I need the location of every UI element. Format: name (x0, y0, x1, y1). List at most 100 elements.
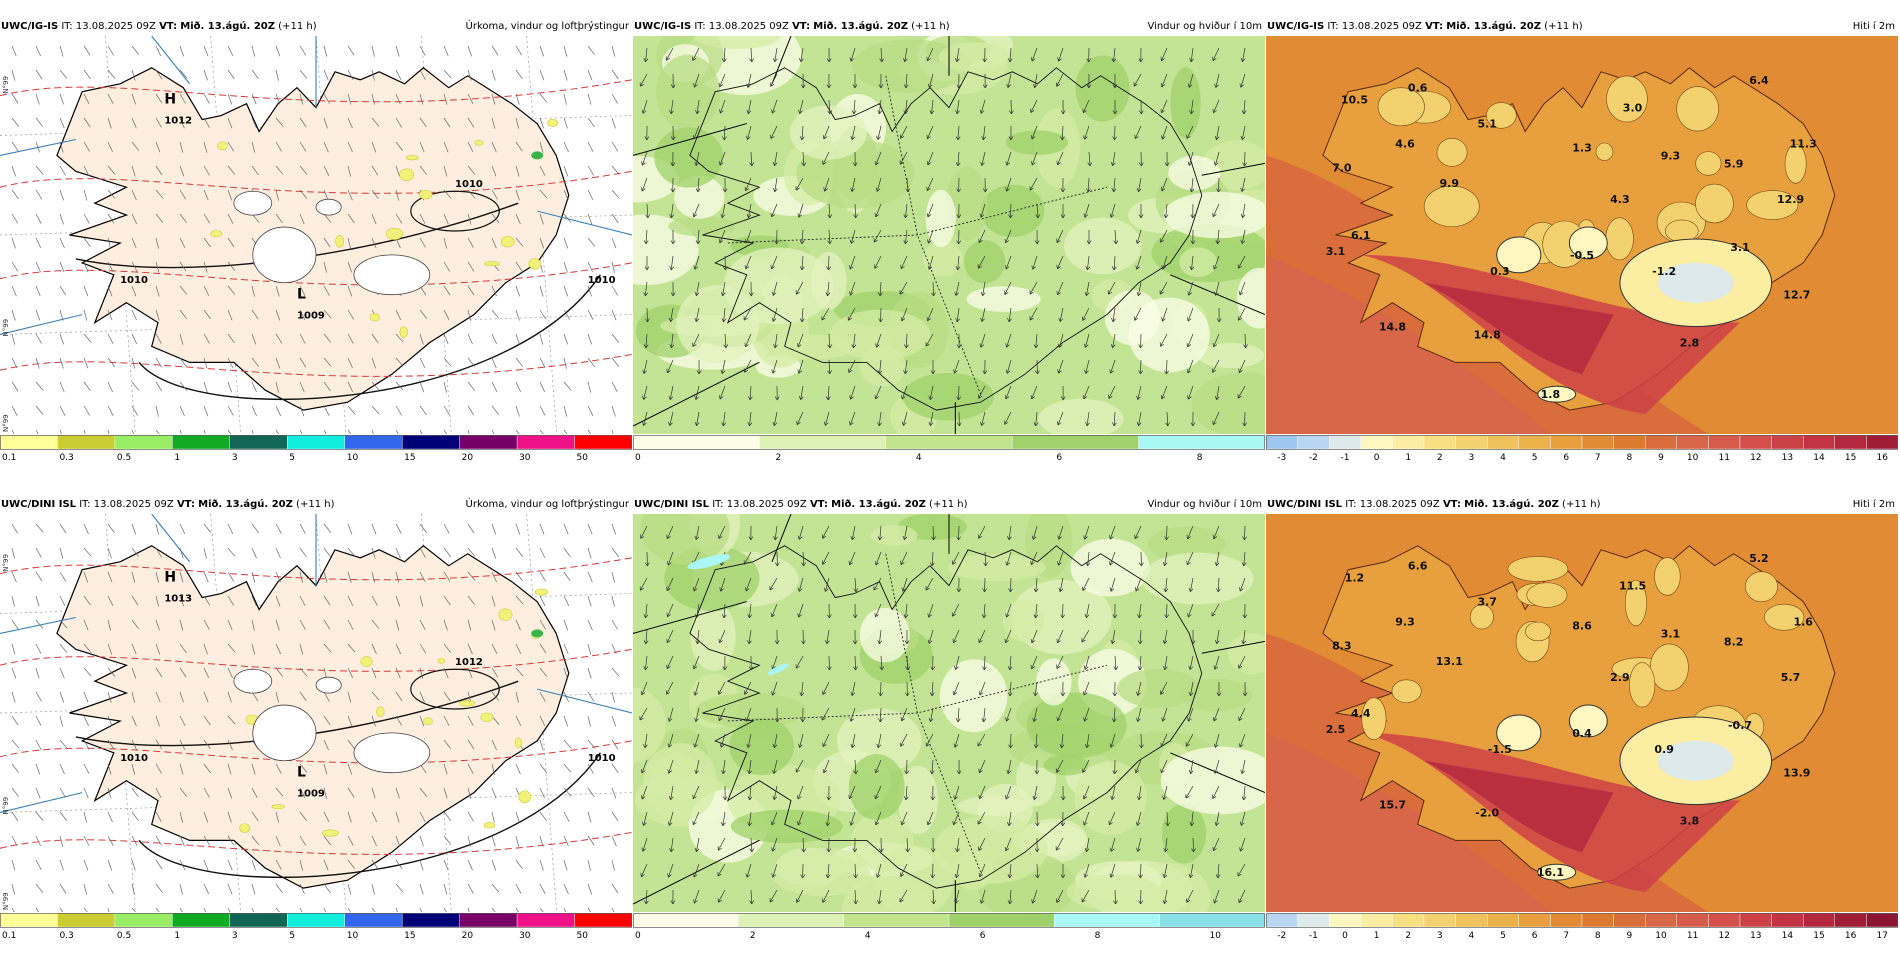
colorbar-tick-label: 6 (1056, 453, 1062, 463)
precip-area (519, 791, 531, 803)
highland-area (1745, 572, 1777, 602)
precip-area (501, 236, 514, 247)
colorbar-tick-label: 0.3 (59, 931, 73, 941)
colorbar-tick-label: 14 (1782, 931, 1794, 941)
colorbar-swatch (1835, 913, 1867, 927)
pressure-label: 1012 (455, 657, 483, 668)
colorbar-tick-label: 11 (1718, 453, 1729, 463)
precip-area (336, 235, 344, 247)
temperature-label: 11.3 (1790, 137, 1817, 150)
colorbar-swatch (287, 913, 344, 927)
colorbar-swatch (1456, 913, 1488, 927)
colorbar-tick-label: 0.3 (59, 453, 73, 463)
panel-header: UWC/DINI ISL IT: 13.08.2025 09Z VT: Mið.… (0, 496, 632, 514)
wind-speed-area (676, 285, 759, 363)
colorbar-tick-label: 12 (1718, 931, 1729, 941)
colorbar-swatch (1329, 435, 1361, 449)
temperature-label: 1.3 (1572, 141, 1592, 154)
precip-area (423, 718, 432, 725)
highland-area (1437, 138, 1467, 166)
colorbar-tick-label: 0 (635, 453, 641, 463)
precip-area (322, 830, 339, 836)
wind-map-canvas (633, 514, 1265, 912)
panel-title: Hiti í 2m (1853, 496, 1895, 514)
colorbar-tick-label: 20 (462, 453, 474, 463)
valid-time: Mið. 13.ágú. 20Z (1446, 21, 1541, 32)
colorbar-tick-label: 8 (1627, 453, 1633, 463)
colorbar-swatch (460, 913, 517, 927)
highland-area (1424, 186, 1479, 227)
temp-map-canvas: 1.26.65.28.39.33.711.51.68.63.18.213.12.… (1266, 514, 1898, 912)
colorbar-swatch (0, 913, 57, 927)
temperature-label: 3.7 (1477, 596, 1497, 609)
precip-area (484, 822, 495, 828)
wind-speed-area (773, 855, 871, 896)
colorbar-swatch (1677, 435, 1709, 449)
temperature-label: -0.5 (1570, 249, 1594, 262)
precip-area (531, 151, 543, 159)
wind-speed-area (1067, 874, 1161, 910)
colorbar-swatch (1772, 435, 1804, 449)
precip-area (475, 140, 483, 145)
colorbar-swatch (460, 435, 517, 449)
wind-map-canvas (633, 36, 1265, 434)
temperature-label: 8.6 (1572, 619, 1592, 632)
pressure-label: L (297, 765, 306, 781)
colorbar-swatch (1740, 913, 1772, 927)
colorbar-tick-label: 3 (232, 931, 238, 941)
colorbar-swatch (1772, 913, 1804, 927)
panel-header: UWC/IG-IS IT: 13.08.2025 09Z VT: Mið. 13… (633, 18, 1265, 36)
colorbar-swatch (1519, 913, 1551, 927)
colorbar-tick-label: 30 (519, 931, 531, 941)
temperature-label: 3.0 (1623, 102, 1643, 115)
run-time: IT: 13.08.2025 09Z (79, 499, 174, 510)
panel-header: UWC/DINI ISL IT: 13.08.2025 09Z VT: Mið.… (1266, 496, 1898, 514)
colorbar-tick-label: 2 (775, 453, 781, 463)
lat-label: N°99 (2, 892, 10, 910)
precip-area (211, 230, 222, 236)
wind-map[interactable] (633, 514, 1265, 912)
precip-area (515, 738, 521, 748)
colorbar-swatch (1866, 913, 1898, 927)
wind-speed-area (654, 127, 723, 187)
colorbar-tick-label: 8 (1095, 931, 1101, 941)
colorbar-swatch (115, 913, 172, 927)
panel-header: UWC/DINI ISL IT: 13.08.2025 09Z VT: Mið.… (633, 496, 1265, 514)
colorbar-swatch (1708, 913, 1740, 927)
wind-speed-area (851, 811, 914, 871)
colorbar-swatch (575, 435, 632, 449)
colorbar-tick-label: 10 (347, 931, 359, 941)
wind-speed-area (1027, 693, 1127, 759)
colorbar-tick-label: 1 (174, 453, 180, 463)
run-time: IT: 13.08.2025 09Z (1327, 21, 1422, 32)
colorbar-swatch (345, 435, 402, 449)
temperature-label: 13.9 (1783, 767, 1810, 780)
wind-map[interactable] (633, 36, 1265, 434)
colorbar-swatch (1487, 435, 1519, 449)
colorbar-swatch (759, 435, 885, 449)
colorbar-tick-label: 3 (232, 453, 238, 463)
colorbar-tick-label: 30 (519, 453, 531, 463)
colorbar-swatch (517, 435, 574, 449)
valid-time: Mið. 13.ágú. 20Z (813, 21, 908, 32)
lat-label: N°99 (2, 554, 10, 572)
temperature-label: 15.7 (1379, 799, 1406, 812)
lat-label: N°99 (2, 319, 10, 337)
wind-speed-area (903, 373, 994, 421)
vt-label: VT: (810, 499, 828, 510)
highland-area (1392, 680, 1421, 703)
wind-speed-area (1006, 130, 1068, 155)
wind-speed-area (980, 185, 1044, 237)
colorbar-swatch (1266, 435, 1298, 449)
colorbar-tick-label: 8 (1197, 453, 1203, 463)
colorbar-swatch (1550, 913, 1582, 927)
colorbar-tick-label: 15 (1813, 931, 1824, 941)
precip-panel-row1: UWC/DINI ISL IT: 13.08.2025 09Z VT: Mið.… (0, 496, 632, 962)
colorbar-tick-label: 5 (1500, 931, 1506, 941)
model-name: UWC/IG-IS (1267, 21, 1324, 32)
